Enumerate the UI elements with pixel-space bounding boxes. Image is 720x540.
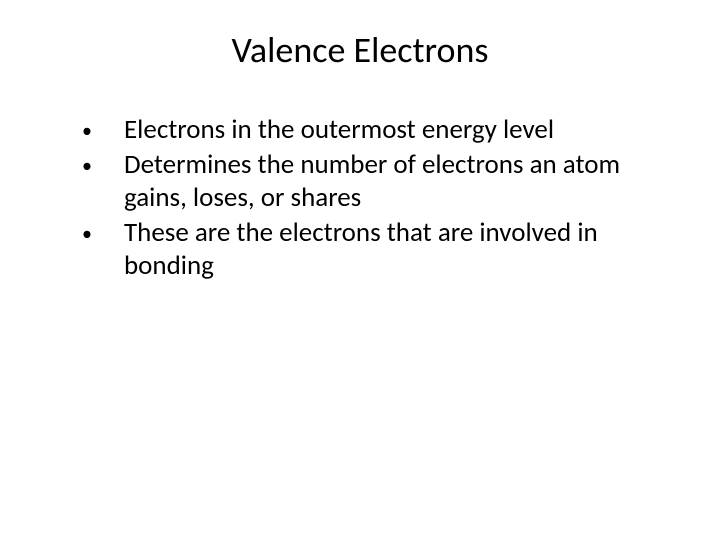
list-item: • Electrons in the outermost energy leve… [82,114,660,147]
list-item: • Determines the number of electrons an … [82,149,660,215]
slide-container: Valence Electrons • Electrons in the out… [0,0,720,540]
list-item: • These are the electrons that are invol… [82,217,660,283]
bullet-list: • Electrons in the outermost energy leve… [60,114,660,283]
bullet-icon: • [82,149,124,178]
bullet-text: These are the electrons that are involve… [124,217,660,283]
bullet-text: Determines the number of electrons an at… [124,149,660,215]
bullet-text: Electrons in the outermost energy level [124,114,660,147]
bullet-icon: • [82,217,124,246]
bullet-icon: • [82,114,124,143]
slide-title: Valence Electrons [60,28,660,72]
